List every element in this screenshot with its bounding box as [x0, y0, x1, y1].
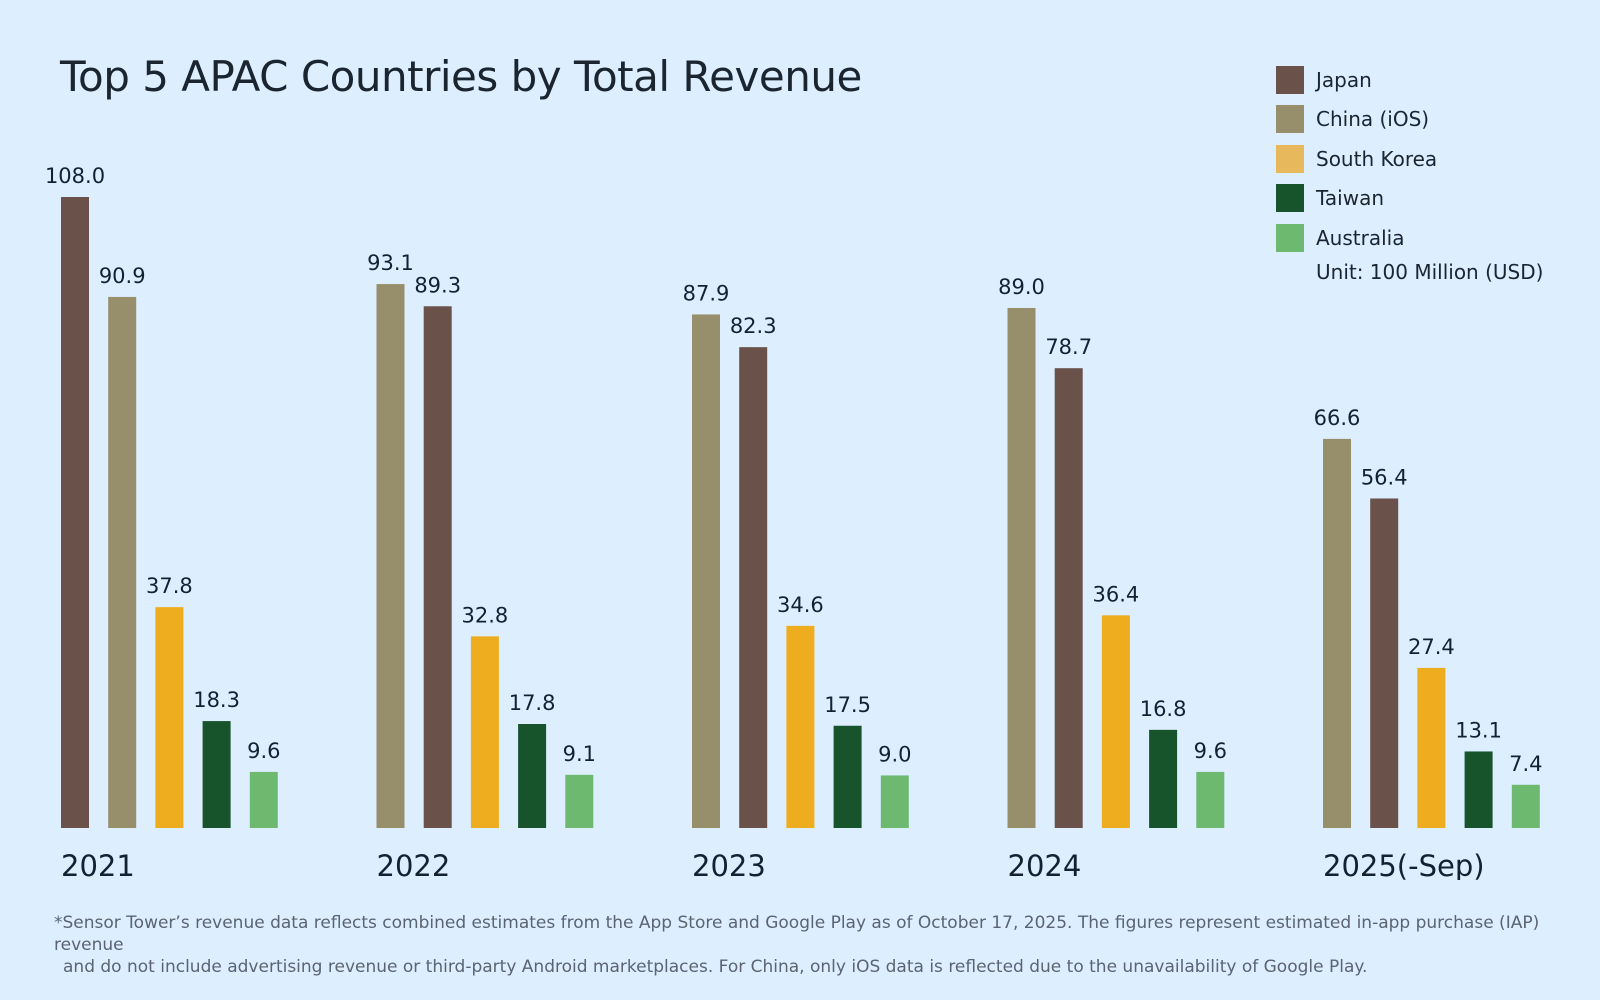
legend-swatch-taiwan [1276, 184, 1304, 213]
footnote-line-2: and do not include advertising revenue o… [63, 957, 1368, 977]
data-label-2024-south-korea: 36.4 [1093, 582, 1140, 606]
legend-swatch-australia [1276, 223, 1304, 252]
footnote: *Sensor Tower’s revenue data reflects co… [54, 912, 1554, 978]
legend-swatch-south-korea [1276, 144, 1304, 173]
bar-2025-sep-japan [1370, 498, 1399, 828]
footnote-line-1: *Sensor Tower’s revenue data reflects co… [54, 913, 1540, 955]
bar-2023-taiwan [833, 725, 862, 828]
bar-2025-sep-australia [1511, 784, 1540, 828]
bar-2024-taiwan [1149, 729, 1178, 828]
category-label-2024: 2024 [1008, 849, 1082, 880]
legend-item-taiwan: Taiwan [1276, 179, 1437, 219]
data-label-2025-sep-australia: 7.4 [1509, 752, 1542, 776]
data-label-2021-south-korea: 37.8 [146, 574, 193, 598]
legend-label-taiwan: Taiwan [1316, 186, 1385, 211]
legend-item-australia: Australia [1276, 218, 1437, 258]
data-label-2021-japan: 108.0 [45, 164, 105, 188]
legend-label-south-korea: South Korea [1316, 146, 1438, 171]
data-label-2023-china-ios: 87.9 [683, 281, 730, 305]
bar-2022-south-korea [470, 636, 499, 828]
data-label-2025-sep-south-korea: 27.4 [1408, 635, 1455, 659]
data-label-2021-taiwan: 18.3 [193, 688, 240, 712]
bar-2021-japan [61, 197, 89, 828]
legend-label-japan: Japan [1316, 67, 1372, 92]
chart-title: Top 5 APAC Countries by Total Revenue [60, 52, 862, 101]
data-label-2023-japan: 82.3 [730, 314, 777, 338]
data-label-2024-australia: 9.6 [1194, 739, 1227, 763]
data-label-2021-australia: 9.6 [247, 739, 280, 763]
data-label-2024-taiwan: 16.8 [1140, 697, 1187, 721]
bar-2022-australia [565, 774, 594, 828]
category-label-2022: 2022 [377, 849, 451, 880]
data-label-2023-south-korea: 34.6 [777, 593, 824, 617]
data-label-2023-australia: 9.0 [878, 742, 911, 766]
data-label-2022-taiwan: 17.8 [509, 691, 556, 715]
category-label-2025-sep: 2025(-Sep) [1323, 849, 1485, 880]
legend-label-china: China (iOS) [1316, 107, 1430, 132]
bar-2021-taiwan [202, 721, 231, 828]
data-label-2024-china-ios: 89.0 [998, 275, 1045, 299]
bar-2025-sep-taiwan [1464, 751, 1493, 828]
data-label-2025-sep-china-ios: 66.6 [1314, 406, 1361, 430]
data-label-2025-sep-japan: 56.4 [1361, 465, 1408, 489]
legend-label-australia: Australia [1316, 225, 1405, 250]
bar-2023-japan [739, 347, 768, 828]
data-label-2025-sep-taiwan: 13.1 [1455, 718, 1502, 742]
bar-2023-australia [880, 775, 909, 828]
category-label-2021: 2021 [61, 849, 135, 880]
legend-item-south-korea: South Korea [1276, 139, 1437, 179]
legend-swatch-japan [1276, 65, 1304, 94]
bar-2024-japan [1054, 368, 1083, 828]
bar-chart: 108.0 90.9 37.8 18.3 9.6 2021 93.189.3 32.8 17.8… [45, 164, 1543, 880]
bar-2021-china-ios [108, 296, 137, 828]
data-label-2022-south-korea: 32.8 [462, 603, 509, 627]
bar-2022-japan [423, 306, 452, 828]
bar-2024-china-ios [1007, 308, 1036, 828]
bar-2022-taiwan [518, 724, 547, 828]
legend-item-japan: Japan [1276, 60, 1437, 100]
bar-2021-south-korea [155, 607, 184, 828]
unit-label: Unit: 100 Million (USD) [1316, 260, 1544, 284]
legend: Japan China (iOS) South Korea Taiwan Aus… [1276, 60, 1437, 258]
bar-2022-china-ios [376, 284, 405, 828]
data-label-2024-japan: 78.7 [1045, 335, 1092, 359]
bar-2025-sep-south-korea [1417, 667, 1446, 828]
legend-item-china: China (iOS) [1276, 100, 1437, 140]
data-label-2021-china-ios: 90.9 [99, 264, 146, 288]
bar-2024-australia [1196, 771, 1225, 828]
data-label-2023-taiwan: 17.5 [824, 693, 871, 717]
data-label-2022-australia: 9.1 [563, 742, 596, 766]
data-label-2022-japan: 89.3 [414, 273, 461, 297]
bar-2023-south-korea [786, 625, 815, 828]
data-label-2022-china-ios: 93.1 [367, 251, 414, 275]
bar-2023-china-ios [692, 314, 720, 828]
bar-2024-south-korea [1101, 615, 1130, 828]
bar-2025-sep-china-ios [1323, 438, 1351, 828]
bar-2021-australia [249, 771, 278, 828]
category-label-2023: 2023 [692, 849, 766, 880]
legend-swatch-china [1276, 105, 1304, 134]
